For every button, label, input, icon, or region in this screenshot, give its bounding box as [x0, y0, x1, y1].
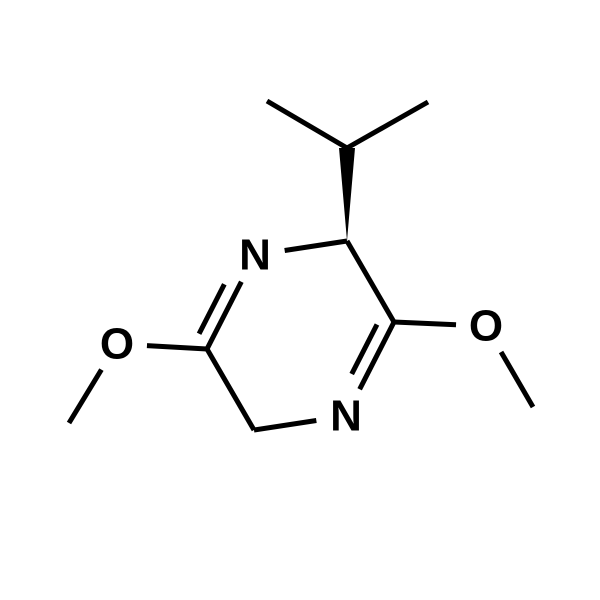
- chemical-structure-diagram: N N O O: [0, 0, 600, 600]
- atom-label: O: [100, 320, 134, 369]
- atom-label: O: [469, 302, 503, 351]
- atom-label: N: [330, 392, 362, 441]
- atom-label: N: [239, 231, 271, 280]
